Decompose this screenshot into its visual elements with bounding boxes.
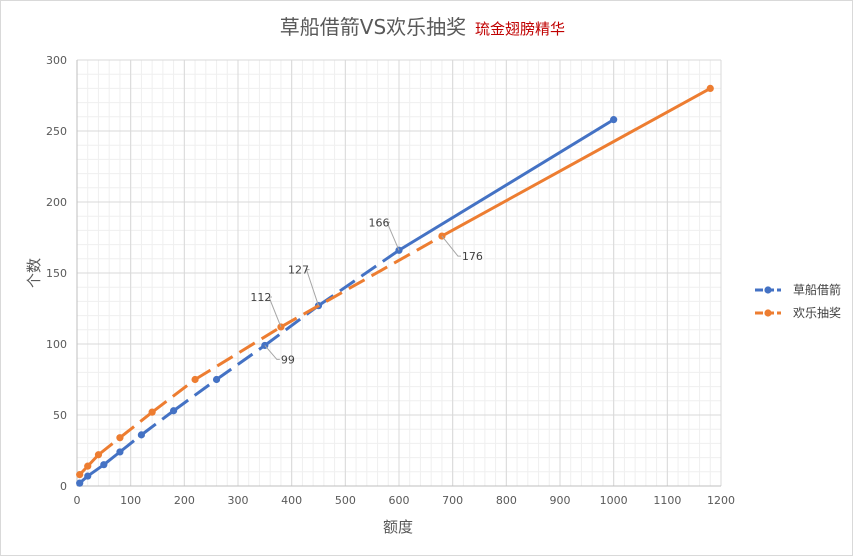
- x-tick-label: 400: [281, 494, 302, 507]
- x-tick-label: 1000: [600, 494, 628, 507]
- data-point: [116, 448, 124, 456]
- data-point: [116, 434, 124, 442]
- label-leader-line: [386, 221, 400, 251]
- x-tick-label: 800: [496, 494, 517, 507]
- series-layer: [76, 84, 714, 487]
- legend-marker: [764, 286, 772, 294]
- series-segment: [194, 325, 282, 381]
- x-tick-label: 700: [442, 494, 463, 507]
- x-tick-label: 200: [174, 494, 195, 507]
- x-tick-label: 0: [74, 494, 81, 507]
- data-labels: 99 127 166 112 176: [250, 216, 483, 366]
- series-segment: [441, 87, 711, 238]
- series-segment: [215, 344, 266, 381]
- data-point: [170, 407, 178, 415]
- series-segment: [119, 433, 143, 454]
- label-leader-line: [264, 345, 280, 360]
- y-tick-label: 50: [53, 409, 67, 422]
- data-point: [76, 471, 84, 479]
- x-tick-label: 500: [335, 494, 356, 507]
- label-leader-line: [305, 269, 319, 306]
- series-segment: [119, 410, 154, 439]
- series-segment: [317, 249, 400, 307]
- x-axis-title: 额度: [383, 518, 413, 536]
- x-tick-label: 900: [550, 494, 571, 507]
- legend-item: 草船借箭: [755, 282, 841, 297]
- data-point: [84, 472, 92, 480]
- data-point: [94, 451, 103, 459]
- legend-item: 欢乐抽奖: [755, 305, 841, 320]
- data-point: [212, 375, 221, 384]
- series-segment: [172, 378, 218, 412]
- data-label: 99: [281, 353, 295, 366]
- y-tick-label: 100: [46, 338, 67, 351]
- data-label: 176: [462, 250, 483, 263]
- y-tick-label: 0: [60, 480, 67, 493]
- data-point: [76, 479, 84, 487]
- series-segment: [151, 378, 196, 414]
- x-tick-label: 600: [389, 494, 410, 507]
- label-leader-line: [441, 235, 461, 257]
- series-segment: [97, 436, 121, 456]
- series-segment: [140, 409, 175, 437]
- data-point: [84, 462, 92, 470]
- series-segment: [398, 118, 615, 252]
- axes: [76, 60, 721, 487]
- data-label: 166: [369, 216, 390, 229]
- data-label: 112: [250, 291, 271, 304]
- data-point: [148, 408, 156, 416]
- series-1: [76, 116, 618, 487]
- major-grid: [76, 59, 722, 487]
- y-tick-label: 200: [46, 196, 67, 209]
- series-2: [76, 84, 714, 479]
- x-tick-label: 300: [228, 494, 249, 507]
- data-point: [137, 431, 145, 439]
- y-tick-label: 150: [46, 267, 67, 280]
- data-point: [706, 84, 714, 92]
- series-segment: [280, 234, 443, 329]
- legend-label: 草船借箭: [793, 282, 841, 297]
- data-point: [100, 461, 108, 469]
- data-point: [610, 116, 618, 124]
- y-axis-title: 个数: [25, 258, 43, 288]
- label-leader-line: [268, 296, 282, 328]
- legend-label: 欢乐抽奖: [793, 305, 841, 320]
- y-tick-label: 300: [46, 54, 67, 67]
- x-tick-label: 1100: [653, 494, 681, 507]
- x-tick-label: 100: [120, 494, 141, 507]
- y-tick-label: 250: [46, 125, 67, 138]
- chart-subtitle: 琉金翅膀精华: [475, 20, 565, 38]
- data-label: 127: [288, 264, 309, 277]
- chart-title: 草船借箭VS欢乐抽奖: [280, 15, 466, 39]
- tick-labels: 0 100 200 300 400 500 600 700 800 900 1000 1100 1200…: [46, 54, 735, 507]
- data-point: [191, 375, 199, 384]
- x-tick-label: 1200: [707, 494, 735, 507]
- legend-marker: [764, 309, 772, 317]
